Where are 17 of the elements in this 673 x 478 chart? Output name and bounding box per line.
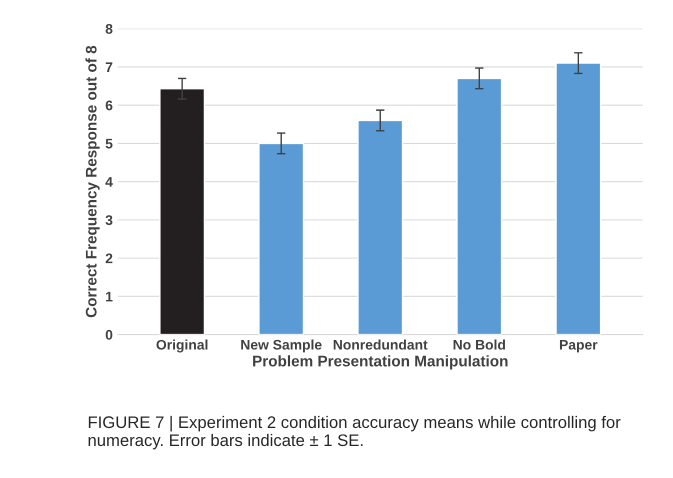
- y-tick-label: 2: [106, 253, 112, 264]
- x-tick-label: Nonredundant: [334, 339, 428, 350]
- y-axis-title: Correct Frequency Response out of 8: [85, 46, 100, 318]
- x-tick-label: Paper: [560, 340, 598, 352]
- y-tick-label: 6: [106, 100, 112, 110]
- x-tick-label: No Bold: [454, 339, 505, 350]
- y-tick-label: 1: [106, 292, 113, 302]
- y-tick-label: 3: [106, 215, 112, 226]
- x-axis-title: Problem Presentation Manipulation: [253, 355, 508, 370]
- x-tick-label: New Sample: [241, 339, 322, 352]
- y-tick-label: 5: [106, 138, 113, 149]
- caption: FIGURE 7 | Experiment 2 condition accuracy means while controlling for numeracy. Error bars indicate ± 1 SE.: [88, 416, 620, 450]
- y-tick-label: 4: [105, 177, 113, 187]
- x-tick-label: Original: [156, 339, 208, 352]
- y-tick-label: 0: [106, 330, 112, 340]
- y-tick-label: 7: [106, 62, 112, 72]
- y-tick-label: 8: [106, 24, 112, 34]
